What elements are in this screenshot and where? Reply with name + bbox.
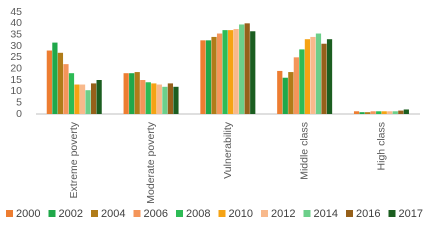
bar [244, 23, 250, 114]
bar [74, 84, 80, 114]
legend-swatch [133, 210, 141, 217]
bar [85, 90, 91, 114]
legend-swatch [176, 210, 183, 217]
bar [370, 111, 376, 114]
bar [282, 77, 288, 114]
legend-label: 2017 [399, 208, 423, 220]
bar [123, 73, 129, 114]
legend-swatch [48, 210, 56, 217]
page: 0 5 10 15 20 25 30 35 40 45 Extreme poverty Moderat… [6, 5, 423, 220]
legend-swatch [261, 210, 268, 217]
legend-label: 2010 [229, 208, 253, 220]
bar [392, 111, 398, 114]
bar [310, 36, 316, 114]
bar [200, 40, 206, 115]
bar [140, 80, 146, 114]
y-tick-label: 5 [16, 96, 22, 108]
bar [228, 30, 234, 115]
bar [250, 31, 256, 115]
legend-swatch [218, 210, 226, 217]
bar [134, 72, 140, 114]
bar [387, 111, 393, 114]
legend-swatch [6, 210, 13, 217]
bar [353, 111, 360, 114]
bar [403, 109, 409, 114]
x-tick-label: Vulnerability [222, 121, 234, 179]
bar [96, 80, 102, 114]
y-tick-label: 30 [10, 40, 22, 52]
bar [156, 84, 162, 114]
bar [173, 86, 179, 114]
x-tick-label: High class [375, 122, 387, 170]
legend-label: 2004 [101, 208, 125, 220]
bar [57, 52, 64, 114]
bar [315, 33, 322, 114]
bar [376, 111, 382, 114]
bar [222, 30, 228, 115]
x-tick-label: Middle class [299, 122, 311, 180]
bar [63, 64, 69, 114]
x-tick-label: Extreme poverty [68, 121, 80, 198]
bar [326, 39, 333, 115]
y-tick-label: 35 [10, 28, 22, 40]
bar [145, 82, 151, 114]
bar [151, 83, 157, 114]
legend-swatch [91, 210, 98, 217]
bar [299, 49, 305, 114]
y-tick-label: 10 [10, 85, 22, 97]
legend-swatch [303, 210, 311, 217]
y-tick-label: 0 [16, 108, 22, 120]
bar [239, 24, 245, 114]
bar [293, 57, 299, 114]
bar [216, 33, 223, 114]
legend-swatch [388, 210, 396, 217]
bar [398, 110, 404, 114]
legend-label: 2014 [314, 208, 338, 220]
legend-label: 2016 [356, 208, 380, 220]
bar [365, 112, 371, 114]
legend-label: 2012 [271, 208, 295, 220]
bar [68, 73, 75, 114]
bar [129, 73, 135, 114]
bar [381, 111, 387, 114]
legend-label: 2008 [186, 208, 210, 220]
bar [46, 50, 52, 114]
bar [304, 39, 311, 115]
legend-label: 2000 [16, 208, 40, 220]
bar [79, 84, 86, 114]
y-tick-label: 25 [10, 51, 22, 63]
bar [162, 86, 168, 114]
bar [211, 36, 217, 114]
bar [321, 43, 327, 114]
x-tick-label: Moderate poverty [145, 121, 157, 203]
bar [52, 42, 58, 114]
y-tick-label: 20 [10, 62, 22, 74]
bar [288, 72, 294, 114]
bar [233, 29, 239, 114]
y-tick-label: 15 [10, 74, 22, 86]
legend-label: 2006 [144, 208, 168, 220]
legend-label: 2002 [59, 208, 83, 220]
y-tick-label: 40 [10, 17, 22, 29]
y-tick-label: 45 [10, 6, 22, 18]
bar [359, 112, 365, 114]
bar [90, 83, 97, 114]
bar [167, 83, 174, 114]
bar [277, 70, 283, 114]
legend-swatch [346, 210, 353, 217]
bar [205, 40, 212, 115]
